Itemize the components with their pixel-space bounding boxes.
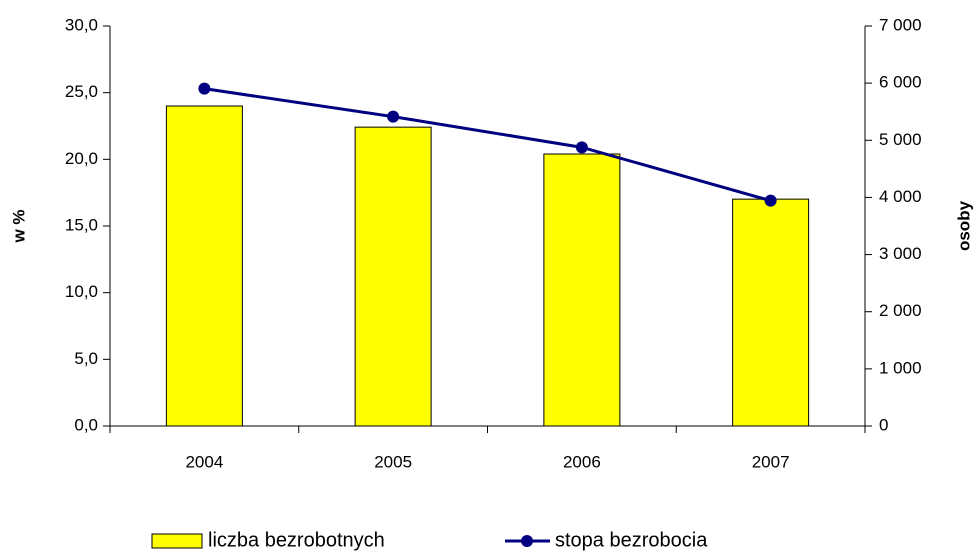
legend-marker (521, 535, 533, 547)
line-marker (575, 141, 588, 154)
x-tick-label: 2007 (752, 452, 790, 471)
legend-label: liczba bezrobotnych (208, 529, 385, 551)
line-marker (764, 194, 777, 207)
y2-tick-label: 7 000 (879, 15, 922, 34)
legend-swatch (151, 533, 203, 549)
y2-tick-label: 5 000 (879, 130, 922, 149)
line-marker (198, 82, 211, 95)
y-tick-label: 30,0 (65, 15, 98, 34)
y2-axis-title: osoby (954, 200, 973, 251)
y2-tick-label: 3 000 (879, 244, 922, 263)
line-marker (387, 110, 400, 123)
bar (354, 126, 432, 427)
y2-tick-label: 2 000 (879, 301, 922, 320)
y2-tick-label: 6 000 (879, 73, 922, 92)
y-axis-title: w % (9, 209, 28, 243)
y2-tick-label: 4 000 (879, 187, 922, 206)
y-tick-label: 25,0 (65, 82, 98, 101)
x-tick-label: 2004 (185, 452, 223, 471)
bar (165, 105, 243, 427)
y-tick-label: 15,0 (65, 215, 98, 234)
legend-label: stopa bezrobocia (555, 529, 708, 551)
y-tick-label: 0,0 (74, 415, 98, 434)
bar (543, 153, 621, 427)
y-tick-label: 5,0 (74, 349, 98, 368)
line (204, 87, 772, 203)
bar (732, 198, 810, 427)
y-tick-label: 10,0 (65, 282, 98, 301)
x-tick-label: 2006 (563, 452, 601, 471)
y2-tick-label: 0 (879, 415, 888, 434)
x-tick-label: 2005 (374, 452, 412, 471)
y-tick-label: 20,0 (65, 149, 98, 168)
y2-tick-label: 1 000 (879, 358, 922, 377)
